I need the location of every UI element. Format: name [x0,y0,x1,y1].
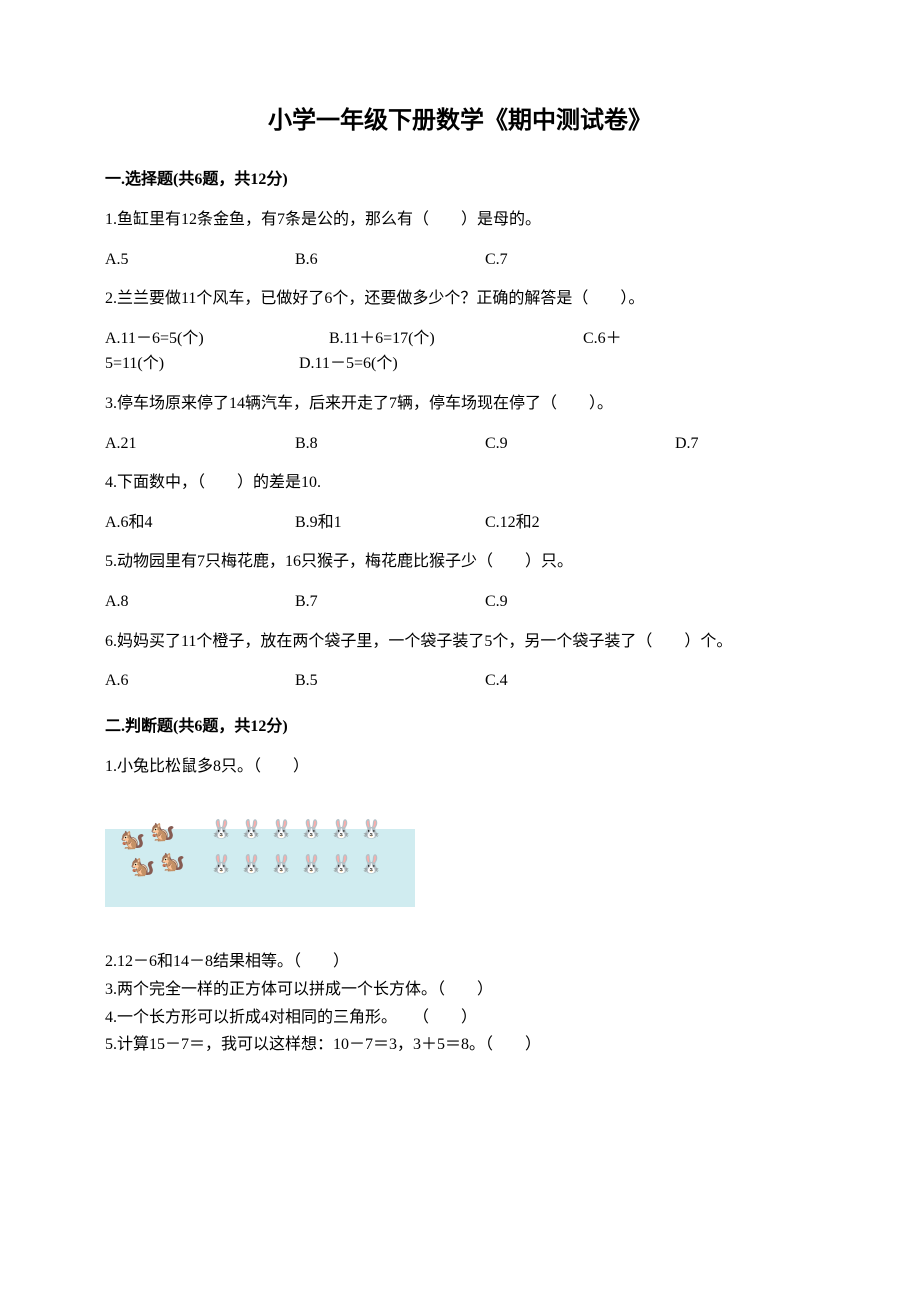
q5-options: A.8 B.7 C.9 [105,589,815,615]
q2-options-line2: 5=11(个) D.11－5=6(个) [105,351,815,377]
section1-header: 一.选择题(共6题，共12分) [105,165,815,189]
q5-opt-c: C.9 [485,589,675,615]
s2-q4-text: 4.一个长方形可以折成4对相同的三角形。 （ ） [105,1005,815,1031]
q1-options: A.5 B.6 C.7 [105,247,815,273]
q1-opt-c: C.7 [485,247,675,273]
q3-opt-b: B.8 [295,431,485,457]
q3-opt-a: A.21 [105,431,295,457]
q2-options-line1: A.11－6=5(个) B.11＋6=17(个) C.6＋ [105,326,815,352]
q1-opt-a: A.5 [105,247,295,273]
squirrel-icon: 🐿️ [120,827,145,852]
q2-opt-c-part1: C.6＋ [583,326,622,352]
rabbit-icon: 🐰 [300,819,322,840]
q1-opt-b: B.6 [295,247,485,273]
q5-opt-a: A.8 [105,589,295,615]
rabbit-icon: 🐰 [240,854,262,875]
rabbit-icon: 🐰 [300,854,322,875]
q2-opt-c-part2: 5=11(个) [105,351,295,377]
q4-opt-a: A.6和4 [105,510,295,536]
q1-text: 1.鱼缸里有12条金鱼，有7条是公的，那么有（ ）是母的。 [105,207,815,233]
q6-text: 6.妈妈买了11个橙子，放在两个袋子里，一个袋子装了5个，另一个袋子装了（ ）个… [105,629,815,655]
q3-options: A.21 B.8 C.9 D.7 [105,431,815,457]
squirrel-icon: 🐿️ [130,854,155,879]
rabbit-icon: 🐰 [330,854,352,875]
rabbit-icon: 🐰 [210,819,232,840]
rabbit-icon: 🐰 [360,819,382,840]
page-title: 小学一年级下册数学《期中测试卷》 [105,100,815,135]
section2-header: 二.判断题(共6题，共12分) [105,712,815,736]
q6-opt-b: B.5 [295,668,485,694]
q5-text: 5.动物园里有7只梅花鹿，16只猴子，梅花鹿比猴子少（ ）只。 [105,549,815,575]
q4-options: A.6和4 B.9和1 C.12和2 [105,510,815,536]
squirrel-icon: 🐿️ [150,819,175,844]
q6-opt-a: A.6 [105,668,295,694]
q4-opt-c: C.12和2 [485,510,675,536]
s2-q3-text: 3.两个完全一样的正方体可以拼成一个长方体。（ ） [105,977,815,1003]
squirrel-icon: 🐿️ [160,849,185,874]
q3-opt-d: D.7 [675,431,805,457]
s2-q1-text: 1.小兔比松鼠多8只。（ ） [105,754,815,780]
q6-opt-c: C.4 [485,668,675,694]
q2-text: 2.兰兰要做11个风车，已做好了6个，还要做多少个？正确的解答是（ ）。 [105,286,815,312]
s2-q2-text: 2.12－6和14－8结果相等。（ ） [105,949,815,975]
s2-q5-text: 5.计算15－7＝，我可以这样想：10－7＝3，3＋5＝8。（ ） [105,1032,815,1058]
q6-options: A.6 B.5 C.4 [105,668,815,694]
q2-opt-b: B.11＋6=17(个) [329,326,579,352]
q2-opt-a: A.11－6=5(个) [105,326,325,352]
rabbit-icon: 🐰 [210,854,232,875]
rabbit-icon: 🐰 [270,819,292,840]
q3-text: 3.停车场原来停了14辆汽车，后来开走了7辆，停车场现在停了（ ）。 [105,391,815,417]
animals-image: 🐿️ 🐿️ 🐿️ 🐿️ 🐰 🐰 🐰 🐰 🐰 🐰 🐰 🐰 🐰 🐰 🐰 🐰 [105,799,415,919]
q4-text: 4.下面数中，（ ）的差是10. [105,470,815,496]
rabbit-icon: 🐰 [270,854,292,875]
q5-opt-b: B.7 [295,589,485,615]
q2-opt-d: D.11－5=6(个) [299,351,398,377]
rabbit-icon: 🐰 [330,819,352,840]
q4-opt-b: B.9和1 [295,510,485,536]
q3-opt-c: C.9 [485,431,675,457]
rabbit-icon: 🐰 [240,819,262,840]
rabbit-icon: 🐰 [360,854,382,875]
